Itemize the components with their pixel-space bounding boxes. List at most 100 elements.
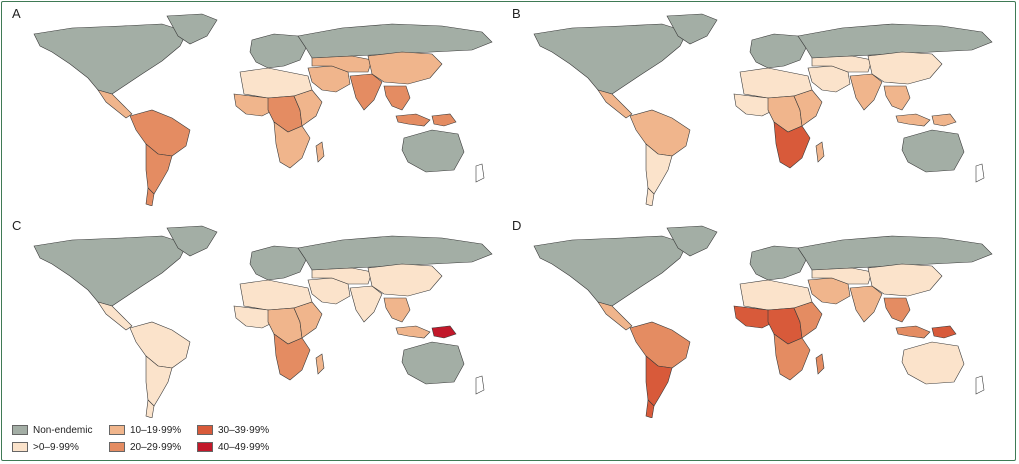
region-south-america-north [129, 109, 191, 157]
legend-label: 40–49·99% [218, 441, 270, 453]
region-europe [749, 245, 807, 281]
region-north-america [533, 23, 688, 95]
region-south-america-north [629, 321, 691, 369]
region-southeast-asia [383, 297, 411, 323]
region-papua-new-guinea [431, 325, 457, 339]
legend-item-40-50: 40–49·99% [197, 440, 269, 454]
region-southern-africa [273, 333, 311, 381]
region-central-asia [311, 267, 373, 285]
map-panel-a: A [12, 6, 502, 206]
legend-label: >0–9·99% [33, 441, 79, 453]
legend-swatch [109, 425, 125, 435]
region-madagascar [315, 141, 325, 163]
world-map-d [533, 225, 993, 418]
region-southeast-asia [883, 297, 911, 323]
map-panel-c: C [12, 218, 502, 418]
region-central-america [97, 301, 133, 331]
world-map-b [533, 13, 993, 206]
legend-label: 30–39·99% [218, 424, 270, 436]
region-south-america-south [145, 355, 173, 407]
region-indonesia [895, 113, 931, 127]
region-south-america-tip [645, 187, 655, 206]
region-india [849, 285, 883, 323]
region-central-america [597, 301, 633, 331]
map-panel-d: D [512, 218, 1002, 418]
region-central-america [597, 89, 633, 119]
region-east-africa [293, 301, 323, 339]
legend-label: 10–19·99% [130, 424, 182, 436]
region-south-america-tip [145, 187, 155, 206]
region-east-africa [293, 89, 323, 127]
map-panel-b: B [512, 6, 1002, 206]
region-madagascar [315, 353, 325, 375]
region-southern-africa [773, 333, 811, 381]
panel-label: A [12, 6, 21, 21]
region-china [367, 51, 443, 85]
region-china [367, 263, 443, 297]
region-australia [401, 129, 465, 173]
region-papua-new-guinea [931, 113, 957, 127]
region-europe [249, 33, 307, 69]
legend-swatch [197, 425, 213, 435]
legend-item-30-40: 30–39·99% [197, 423, 269, 437]
panel-label: B [512, 6, 521, 21]
map-legend: Non-endemic >0–9·99% 10–19·99% 20–29·99%… [12, 423, 312, 457]
legend-label: 20–29·99% [130, 441, 182, 453]
region-new-zealand [475, 375, 485, 395]
region-central-america [97, 89, 133, 119]
region-greenland [666, 225, 718, 257]
region-madagascar [815, 141, 825, 163]
region-papua-new-guinea [931, 325, 957, 339]
region-east-africa [793, 89, 823, 127]
region-australia [901, 341, 965, 385]
region-madagascar [815, 353, 825, 375]
region-australia [901, 129, 965, 173]
region-indonesia [395, 113, 431, 127]
region-new-zealand [975, 163, 985, 183]
region-central-asia [811, 267, 873, 285]
region-greenland [166, 225, 218, 257]
region-south-america-south [645, 355, 673, 407]
legend-swatch [12, 442, 28, 452]
region-east-africa [793, 301, 823, 339]
world-map-a [33, 13, 493, 206]
region-south-america-south [145, 143, 173, 195]
region-central-asia [311, 55, 373, 73]
panel-label: C [12, 218, 22, 233]
region-north-america [533, 235, 688, 307]
world-map-c [33, 225, 493, 418]
region-south-america-north [129, 321, 191, 369]
region-india [349, 285, 383, 323]
region-india [349, 73, 383, 111]
region-south-america-tip [645, 399, 655, 418]
region-south-america-north [629, 109, 691, 157]
region-southeast-asia [883, 85, 911, 111]
region-indonesia [395, 325, 431, 339]
region-australia [401, 341, 465, 385]
region-southeast-asia [383, 85, 411, 111]
region-europe [749, 33, 807, 69]
region-central-asia [811, 55, 873, 73]
region-south-america-south [645, 143, 673, 195]
region-southern-africa [773, 121, 811, 169]
legend-item-0-10: >0–9·99% [12, 440, 79, 454]
region-north-america [33, 23, 188, 95]
region-southern-africa [273, 121, 311, 169]
region-china [867, 263, 943, 297]
region-south-america-tip [145, 399, 155, 418]
region-papua-new-guinea [431, 113, 457, 127]
region-greenland [666, 13, 718, 45]
legend-label: Non-endemic [33, 424, 93, 436]
region-new-zealand [475, 163, 485, 183]
legend-swatch [197, 442, 213, 452]
legend-item-20-30: 20–29·99% [109, 440, 181, 454]
region-china [867, 51, 943, 85]
region-north-america [33, 235, 188, 307]
legend-swatch [12, 425, 28, 435]
region-europe [249, 245, 307, 281]
region-greenland [166, 13, 218, 45]
legend-swatch [109, 442, 125, 452]
region-new-zealand [975, 375, 985, 395]
region-indonesia [895, 325, 931, 339]
